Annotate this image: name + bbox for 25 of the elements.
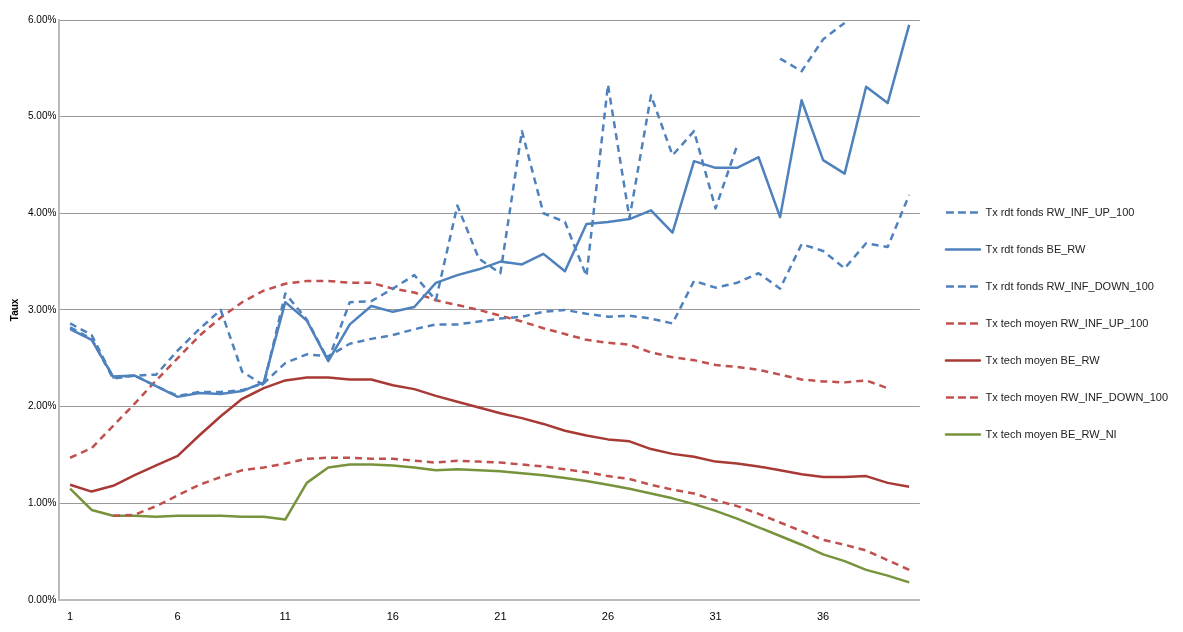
- y-tick-label: 3.00%: [28, 303, 57, 315]
- y-tick-label: 1.00%: [28, 496, 57, 508]
- legend-label: Tx rdt fonds BE_RW: [985, 242, 1087, 255]
- x-tick-label: 36: [816, 610, 830, 623]
- y-tick-label: 6.00%: [28, 13, 57, 25]
- y-tick-label: 2.00%: [28, 400, 57, 412]
- x-tick-label: 1: [67, 610, 74, 623]
- x-tick-label: 21: [494, 610, 507, 623]
- x-tick-label: 11: [279, 610, 291, 623]
- legend-label: Tx tech moyen RW_INF_DOWN_100: [985, 390, 1168, 403]
- legend-label: Tx tech moyen BE_RW_NI: [985, 427, 1117, 440]
- legend-label: Tx tech moyen RW_INF_UP_100: [985, 316, 1149, 329]
- x-tick-label: 6: [174, 610, 181, 623]
- y-tick-label: 5.00%: [28, 110, 57, 122]
- legend-label: Tx rdt fonds RW_INF_UP_100: [985, 205, 1135, 218]
- y-tick-label: 4.00%: [28, 207, 57, 219]
- y-axis-title: Taux: [8, 298, 20, 322]
- legend-label: Tx rdt fonds RW_INF_DOWN_100: [985, 279, 1154, 292]
- line-series: [68, 279, 889, 459]
- x-tick-label: 16: [386, 610, 399, 623]
- x-tick-label: 31: [709, 610, 722, 623]
- x-tick-label: 26: [601, 610, 615, 623]
- line-series: [111, 456, 911, 572]
- y-tick-label: 0.00%: [28, 593, 57, 605]
- legend-label: Tx tech moyen BE_RW: [985, 353, 1101, 366]
